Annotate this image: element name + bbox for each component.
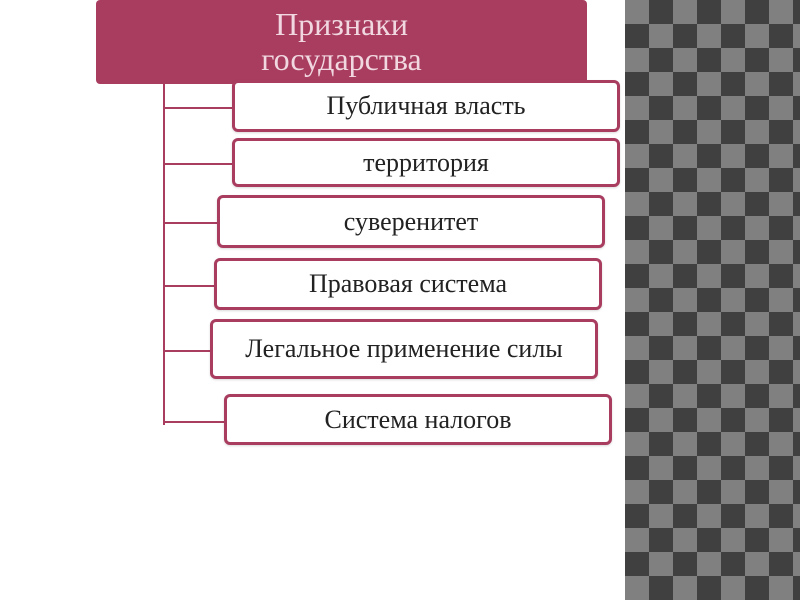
hierarchy-child-label: Правовая система [309, 270, 507, 297]
hierarchy-branch [163, 107, 238, 109]
hierarchy-child: Легальное применение силы [210, 319, 598, 379]
hierarchy-child: суверенитет [217, 195, 605, 248]
hierarchy-child: Публичная власть [232, 80, 620, 132]
hierarchy-child: Система налогов [224, 394, 612, 445]
hierarchy-child-label: территория [363, 149, 489, 176]
hierarchy-branch [163, 163, 238, 165]
header-line1: Признаки [275, 7, 408, 42]
hierarchy-trunk [163, 84, 165, 425]
hierarchy-child-label: Публичная власть [326, 92, 525, 119]
slide-content: Признаки государства Публичная власть тер… [0, 0, 800, 600]
diagram-header: Признаки государства [96, 0, 587, 84]
header-line2: государства [261, 42, 421, 77]
hierarchy-child: Правовая система [214, 258, 602, 310]
hierarchy-child: территория [232, 138, 620, 187]
hierarchy-child-label: Система налогов [325, 406, 512, 433]
hierarchy-child-label: Легальное применение силы [245, 336, 563, 362]
hierarchy-child-label: суверенитет [344, 208, 479, 235]
